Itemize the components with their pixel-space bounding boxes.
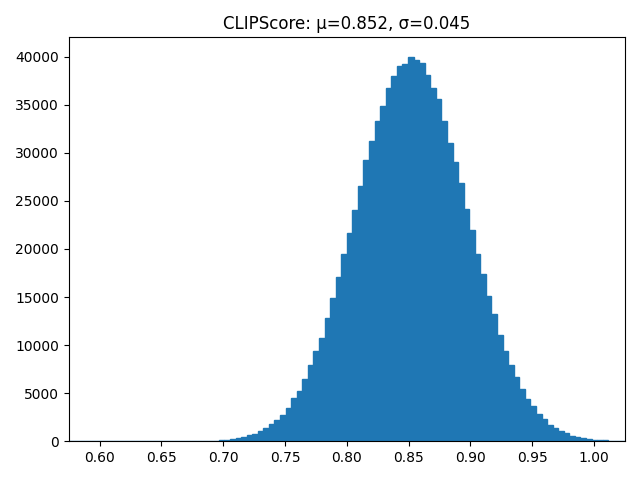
Bar [591, 440, 597, 441]
Bar [486, 296, 492, 441]
Bar [586, 439, 591, 441]
Bar [452, 162, 458, 441]
Bar [353, 210, 358, 441]
Bar [358, 186, 364, 441]
Bar [225, 440, 230, 441]
Bar [492, 313, 497, 441]
Bar [285, 408, 291, 441]
Bar [458, 183, 463, 441]
Bar [269, 424, 275, 441]
Bar [291, 398, 297, 441]
Bar [258, 431, 263, 441]
Bar [580, 438, 586, 441]
Bar [374, 121, 380, 441]
Bar [558, 432, 564, 441]
Bar [469, 230, 475, 441]
Title: CLIPScore: μ=0.852, σ=0.045: CLIPScore: μ=0.852, σ=0.045 [223, 15, 470, 33]
Bar [536, 414, 541, 441]
Bar [319, 337, 324, 441]
Bar [403, 63, 408, 441]
Bar [335, 277, 341, 441]
Bar [275, 420, 280, 441]
Bar [369, 141, 374, 441]
Bar [442, 120, 447, 441]
Bar [447, 143, 452, 441]
Bar [263, 428, 269, 441]
Bar [597, 440, 603, 441]
Bar [570, 436, 575, 441]
Bar [436, 99, 442, 441]
Bar [391, 76, 397, 441]
Bar [252, 433, 258, 441]
Bar [553, 428, 558, 441]
Bar [575, 437, 580, 441]
Bar [280, 415, 285, 441]
Bar [236, 438, 241, 441]
Bar [547, 425, 553, 441]
Bar [475, 253, 481, 441]
Bar [324, 318, 330, 441]
Bar [463, 209, 469, 441]
Bar [502, 351, 508, 441]
Bar [481, 274, 486, 441]
Bar [425, 75, 430, 441]
Bar [302, 379, 308, 441]
Bar [241, 437, 246, 441]
Bar [397, 66, 403, 441]
Bar [219, 440, 225, 441]
Bar [246, 435, 252, 441]
Bar [514, 377, 519, 441]
Bar [419, 63, 425, 441]
Bar [413, 60, 419, 441]
Bar [230, 439, 236, 441]
Bar [508, 365, 514, 441]
Bar [519, 389, 525, 441]
Bar [564, 433, 570, 441]
Bar [531, 406, 536, 441]
Bar [497, 335, 502, 441]
Bar [541, 420, 547, 441]
Bar [297, 391, 302, 441]
Bar [308, 365, 314, 441]
Bar [525, 399, 531, 441]
Bar [386, 88, 391, 441]
Bar [380, 106, 386, 441]
Bar [347, 233, 353, 441]
Bar [364, 160, 369, 441]
Bar [330, 298, 335, 441]
Bar [430, 88, 436, 441]
Bar [341, 253, 347, 441]
Bar [408, 58, 413, 441]
Bar [314, 351, 319, 441]
